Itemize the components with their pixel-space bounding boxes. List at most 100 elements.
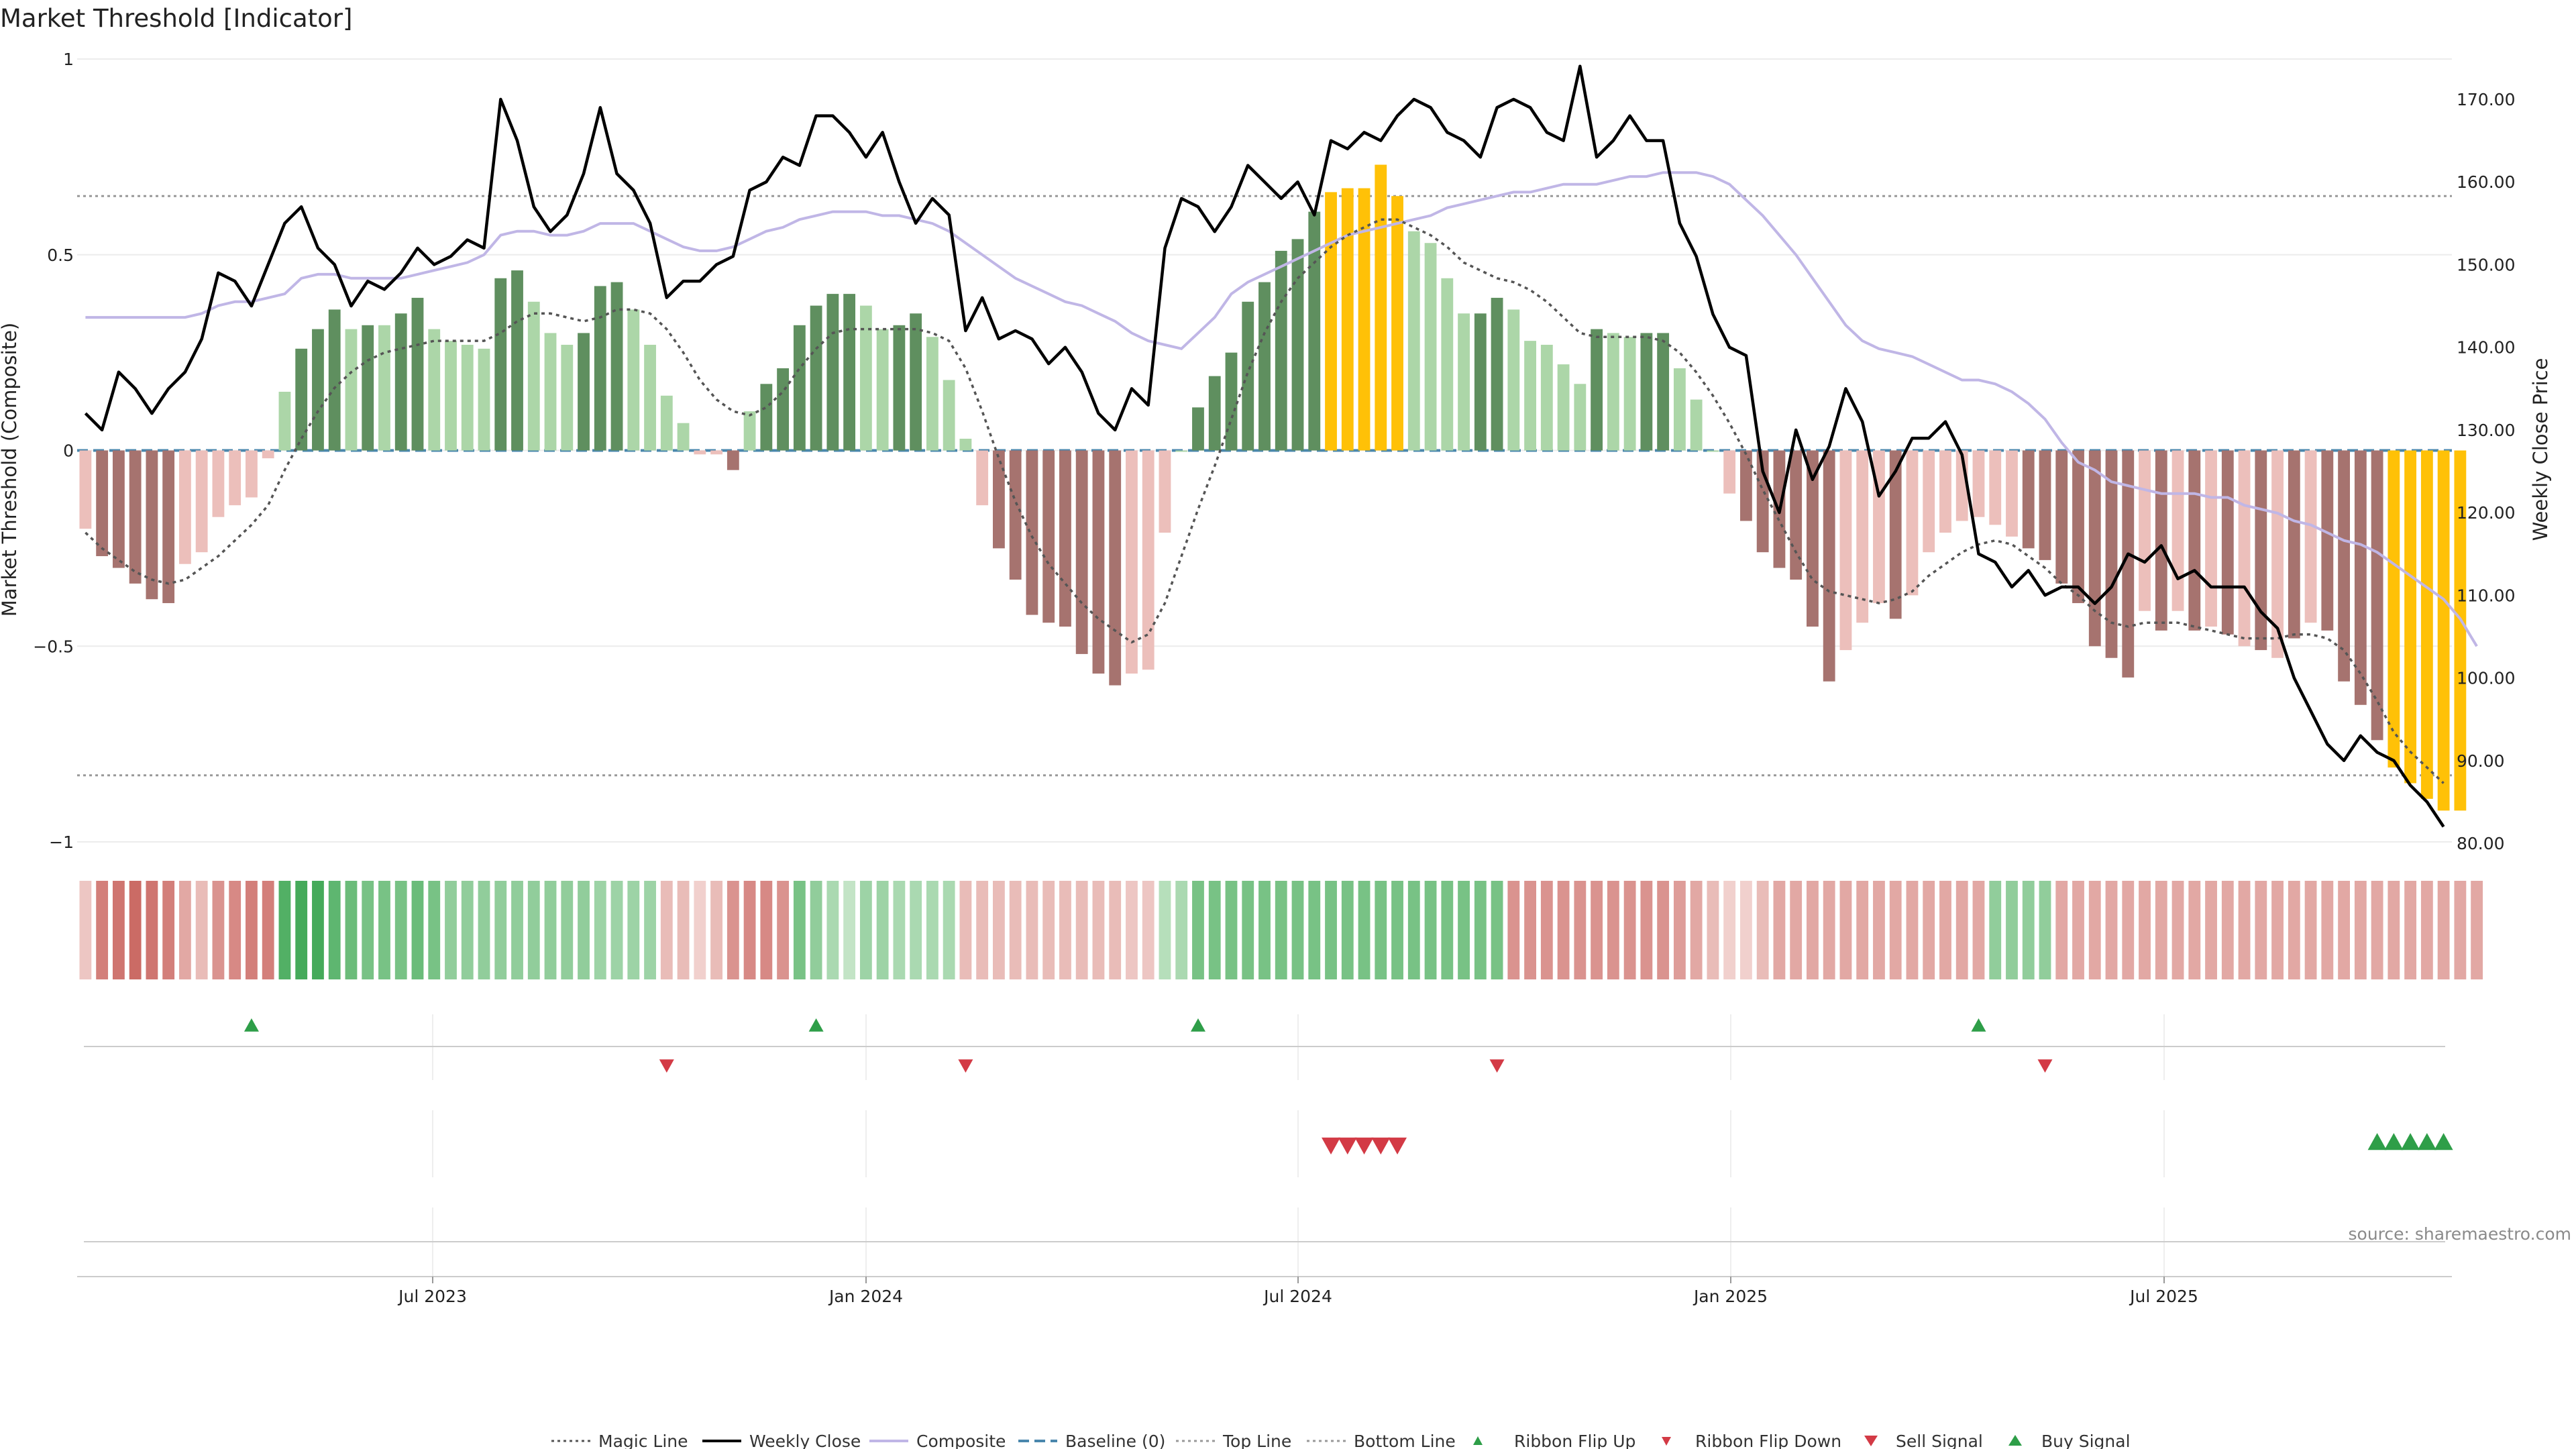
ribbon-cell [1159, 881, 1171, 979]
composite-bar [1208, 376, 1221, 451]
ribbon-cell [1823, 881, 1835, 979]
ribbon-cell [1906, 881, 1919, 979]
left-tick-label: −0.5 [33, 637, 74, 656]
ribbon-cell [445, 881, 457, 979]
left-tick-label: 1 [63, 50, 74, 69]
ribbon-flip-up-marker [1971, 1018, 1986, 1032]
ribbon-flip-down-marker [659, 1059, 674, 1073]
composite-bar [1607, 333, 1619, 451]
ribbon-cell [2105, 881, 2118, 979]
ribbon-cell [926, 881, 938, 979]
composite-bar [178, 450, 191, 564]
composite-bar [1042, 450, 1055, 623]
ribbon-cell [1375, 881, 1387, 979]
composite-bar [1507, 309, 1520, 451]
composite-bar [976, 450, 989, 506]
composite-bar [1657, 333, 1670, 451]
ribbon-cell [129, 881, 142, 979]
ribbon-cell [96, 881, 109, 979]
composite-bar [2139, 450, 2151, 611]
composite-bar [511, 270, 523, 451]
composite-bar [1258, 282, 1271, 451]
composite-bar [1142, 450, 1155, 670]
ribbon-cell [694, 881, 706, 979]
composite-bar [2321, 450, 2334, 631]
ribbon-cell [1955, 881, 1968, 979]
composite-bar [1109, 450, 1122, 686]
left-tick-label: −1 [49, 833, 74, 852]
ribbon-cell [2221, 881, 2234, 979]
composite-bar [1540, 344, 1553, 451]
ribbon-cell [1607, 881, 1619, 979]
ribbon-cell [2304, 881, 2317, 979]
composite-bar [1159, 450, 1171, 533]
ribbon-cell [743, 881, 756, 979]
legend-bottom-label: Bottom Line [1354, 1432, 1456, 1449]
composite-bar [876, 329, 889, 451]
composite-bar [793, 325, 806, 451]
composite-bar [644, 344, 656, 451]
legend: Magic Line Weekly Close Composite Baseli… [551, 1432, 2131, 1449]
ribbon-cell [2039, 881, 2051, 979]
composite-bar [2354, 450, 2367, 705]
composite-bar [2155, 450, 2167, 631]
composite-bar [362, 325, 374, 451]
ribbon-cell [1756, 881, 1769, 979]
composite-bar [2454, 450, 2467, 811]
ribbon-cell [461, 881, 474, 979]
ribbon-cell [2371, 881, 2383, 979]
ribbon-cell [2255, 881, 2267, 979]
ribbon-cell [1707, 881, 1719, 979]
composite-bar [1424, 243, 1437, 451]
composite-bar [926, 337, 938, 451]
composite-bar [1242, 301, 1254, 451]
composite-bar [2238, 450, 2251, 647]
ribbon-cell [146, 881, 158, 979]
ribbon-cell [345, 881, 358, 979]
ribbon-cell [1524, 881, 1536, 979]
ribbon-cell [1208, 881, 1221, 979]
magic-line [85, 218, 2445, 784]
composite-bar [1225, 352, 1238, 451]
right-axis-label: Weekly Close Price [2529, 358, 2552, 541]
composite-bar [2288, 450, 2300, 639]
right-tick-label: 150.00 [2457, 255, 2515, 274]
composite-bar [1623, 337, 1636, 451]
ribbon-cell [1807, 881, 1819, 979]
composite-bar [578, 333, 590, 451]
composite-bar [2437, 450, 2450, 811]
ribbon-cell [1275, 881, 1287, 979]
composite-bar [777, 368, 790, 451]
composite-bar [2404, 450, 2417, 784]
composite-bar [1790, 450, 1803, 580]
composite-bar [278, 391, 291, 451]
composite-bar [1441, 278, 1454, 451]
signal-markers [84, 1014, 2453, 1278]
ribbon-cell [1507, 881, 1520, 979]
composite-bar [826, 294, 839, 451]
ribbon-cell [1175, 881, 1188, 979]
ribbon-cell [262, 881, 274, 979]
composite-bar [1923, 450, 1935, 553]
composite-bar [195, 450, 208, 553]
ribbon-cell [1225, 881, 1238, 979]
ribbon-cell [2271, 881, 2284, 979]
x-tick-label: Jul 2025 [2129, 1287, 2198, 1306]
composite-bar [2205, 450, 2217, 627]
ribbon-cell [544, 881, 557, 979]
ribbon-cell [362, 881, 374, 979]
buy-signal-marker [2401, 1133, 2420, 1150]
composite-bar [2271, 450, 2284, 658]
composite-bar [910, 313, 922, 451]
composite-bar [1906, 450, 1919, 596]
ribbon-cell [2437, 881, 2450, 979]
composite-bar [1823, 450, 1835, 682]
right-tick-label: 80.00 [2457, 834, 2505, 853]
ribbon-cell [1657, 881, 1670, 979]
composite-bar [1026, 450, 1038, 615]
composite-bar [1839, 450, 1852, 651]
ribbon-cell [943, 881, 955, 979]
sell-signal-marker [1371, 1137, 1391, 1155]
composite-line [85, 171, 2478, 647]
